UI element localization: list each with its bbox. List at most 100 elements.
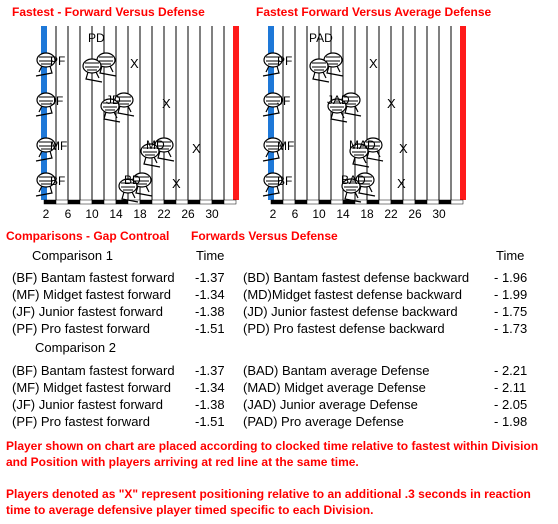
comparison1-right-name-3: (PD) Pro fastest defense backward [243, 321, 445, 336]
comparison2-right-time-0: - 2.21 [494, 363, 528, 378]
note-x-markers: Players denoted as "X" represent positio… [6, 487, 531, 517]
x-marker: X [369, 56, 378, 71]
tick-label: 18 [360, 207, 374, 221]
defense-player-icon [100, 98, 121, 123]
forward-player-icon [262, 52, 283, 77]
scale-segment [282, 199, 296, 205]
comparison2-left-name-0: (BF) Bantam fastest forward [12, 363, 175, 378]
defense-label: PD [88, 31, 105, 45]
forward-player-icon [35, 137, 56, 162]
x-marker: X [387, 96, 396, 111]
comparison1-label: Comparison 1 [32, 248, 113, 263]
forward-player-icon [262, 172, 283, 197]
scale-segment [163, 199, 177, 205]
forward-label: PF [277, 54, 292, 68]
defense-label: BAD [341, 173, 366, 187]
defense-label: MAD [349, 138, 376, 152]
defense-label: JAD [327, 93, 350, 107]
x-marker: X [399, 141, 408, 156]
comparison2-left-time-1: -1.34 [195, 380, 225, 395]
comparison1-right-name-2: (JD) Junior fastest defense backward [243, 304, 458, 319]
comparison1-left-time-0: -1.37 [195, 270, 225, 285]
x-marker: X [130, 56, 139, 71]
tick-label: 30 [205, 207, 219, 221]
comparison2-right-name-3: (PAD) Pro average Defense [243, 414, 404, 429]
tick-label: 26 [181, 207, 195, 221]
scale-segment [103, 199, 117, 205]
scale-segment [450, 199, 464, 205]
scale-segment [414, 199, 428, 205]
scale-segment [79, 199, 93, 205]
comparison1-left-name-2: (JF) Junior fastest forward [12, 304, 163, 319]
forward-label: PF [50, 54, 65, 68]
comparison1-left-time-1: -1.34 [195, 287, 225, 302]
comparison1-right-time-1: - 1.99 [494, 287, 528, 302]
defense-player-icon [349, 143, 370, 168]
scale-segment [294, 199, 308, 205]
comparison2-left-time-0: -1.37 [195, 363, 225, 378]
defense-player-icon [132, 172, 153, 197]
comparison1-left-time-2: -1.38 [195, 304, 225, 319]
tick-label: 6 [292, 207, 299, 221]
defense-label: PAD [309, 31, 333, 45]
comparisons-gap-title: Comparisons - Gap Controal [6, 229, 170, 243]
tick-label: 30 [432, 207, 446, 221]
forward-player-icon [262, 137, 283, 162]
scale-segment [139, 199, 153, 205]
forward-player-icon [262, 92, 283, 117]
tick-label: 14 [336, 207, 350, 221]
comparison1-right-time-3: - 1.73 [494, 321, 528, 336]
tick-label: 14 [109, 207, 123, 221]
comparison2-left-name-2: (JF) Junior fastest forward [12, 397, 163, 412]
comparison1-left-name-3: (PF) Pro fastest forward [12, 321, 150, 336]
scale-segment [223, 199, 237, 205]
comparison2-right-time-2: - 2.05 [494, 397, 528, 412]
scale-segment [366, 199, 380, 205]
x-marker: X [397, 176, 406, 191]
comparison2-left-time-3: -1.51 [195, 414, 225, 429]
x-marker: X [192, 141, 201, 156]
scale-segment [43, 199, 57, 205]
defense-label: MD [146, 138, 165, 152]
scale-segment [402, 199, 416, 205]
forward-player-icon [35, 172, 56, 197]
forward-label: BF [277, 174, 292, 188]
scale-segment [175, 199, 189, 205]
right-chart-title: Fastest Forward Versus Average Defense [256, 5, 492, 19]
scale-segment [67, 199, 81, 205]
comparison2-right-name-2: (JAD) Junior average Defense [243, 397, 418, 412]
start-blue-line [41, 26, 47, 200]
time-header-right: Time [496, 248, 525, 263]
defense-player-icon [323, 52, 344, 77]
defense-player-icon [118, 178, 139, 203]
scale-segment [55, 199, 69, 205]
scale-segment [306, 199, 320, 205]
comparison1-left-time-3: -1.51 [195, 321, 225, 336]
scale-segment [115, 199, 129, 205]
scale-segment [438, 199, 452, 205]
finish-red-line [233, 26, 239, 200]
defense-label: JD [106, 93, 121, 107]
defense-player-icon [140, 143, 161, 168]
scale-segment [91, 199, 105, 205]
comparison1-right-time-0: - 1.96 [494, 270, 528, 285]
forward-player-icon [35, 52, 56, 77]
comparison1-time-header: Time [196, 248, 225, 263]
scale-segment [426, 199, 440, 205]
tick-label: 6 [65, 207, 72, 221]
scale-segment [270, 199, 284, 205]
comparison1-right-name-1: (MD)Midget fastest defense backward [243, 287, 462, 302]
note-placement: Player shown on chart are placed accordi… [6, 439, 539, 469]
comparison1-right-name-0: (BD) Bantam fastest defense backward [243, 270, 470, 285]
forward-label: MF [50, 139, 67, 153]
start-blue-line [268, 26, 274, 200]
tick-label: 26 [408, 207, 422, 221]
scale-segment [211, 199, 225, 205]
tick-label: 10 [312, 207, 326, 221]
tick-label: 2 [43, 207, 50, 221]
x-marker: X [162, 96, 171, 111]
defense-player-icon [309, 58, 330, 83]
tick-label: 18 [133, 207, 147, 221]
defense-player-icon [327, 98, 348, 123]
comparison1-right-time-2: - 1.75 [494, 304, 528, 319]
